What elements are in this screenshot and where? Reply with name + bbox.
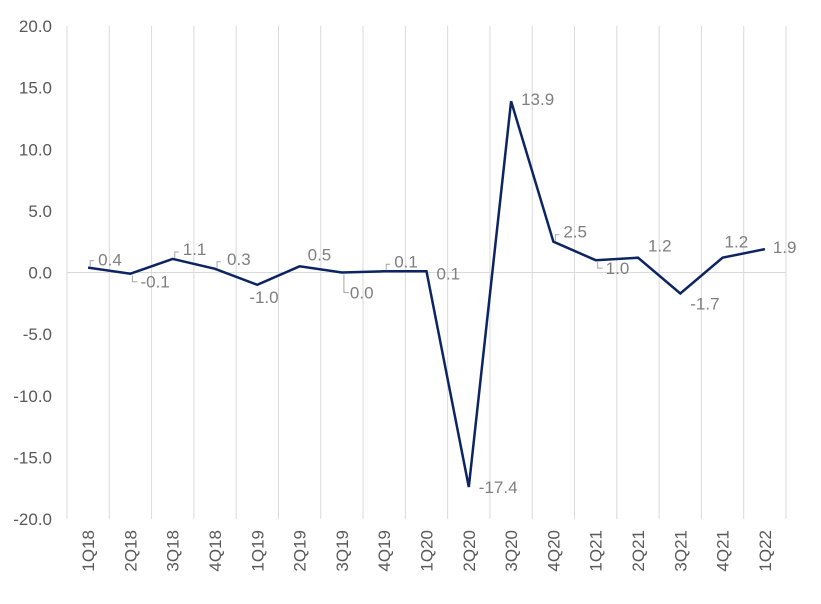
data-label: 1.9	[773, 238, 797, 257]
x-tick-label: 4Q19	[375, 530, 394, 572]
label-leader-line	[385, 263, 391, 271]
gridlines	[66, 26, 787, 519]
x-tick-label: 4Q21	[714, 530, 733, 572]
data-label: -1.0	[249, 288, 278, 307]
y-tick-label: -10.0	[13, 387, 52, 406]
y-tick-label: -15.0	[13, 448, 52, 467]
data-series	[87, 100, 766, 488]
y-tick-label: 5.0	[28, 202, 52, 221]
data-label: 0.3	[227, 250, 251, 269]
data-label: 2.5	[563, 223, 587, 242]
data-label: 0.5	[308, 245, 332, 264]
x-tick-label: 3Q18	[164, 530, 183, 572]
data-label: 1.2	[725, 233, 749, 252]
label-leader-line	[216, 261, 222, 268]
label-leader-line	[131, 275, 138, 283]
data-label: -1.7	[690, 294, 719, 313]
x-tick-label: 4Q18	[206, 530, 225, 572]
data-label: 0.4	[98, 251, 122, 270]
data-labels: 0.4 -0.1 1.1 0.3 -1.0 0.5 0.0 0.1 0.1 -17.4 13.9 2.…	[89, 90, 797, 497]
x-axis: 1Q18 2Q18 3Q18 4Q18 1Q19 2Q19 3Q19 4Q19 1Q20 2Q20…	[79, 530, 775, 572]
x-tick-label: 1Q21	[587, 530, 606, 572]
data-label: -17.4	[479, 478, 518, 497]
data-label: -0.1	[140, 273, 169, 292]
y-tick-label: 10.0	[19, 140, 52, 159]
data-label: 1.1	[183, 240, 207, 259]
x-tick-label: 2Q18	[121, 530, 140, 572]
x-tick-label: 2Q20	[460, 530, 479, 572]
label-leader-line	[597, 262, 603, 269]
data-label: 1.0	[606, 259, 630, 278]
x-tick-label: 1Q19	[248, 530, 267, 572]
data-label: 0.1	[394, 252, 418, 271]
label-leader-line	[343, 274, 349, 293]
data-label: 13.9	[521, 90, 554, 109]
x-tick-label: 3Q20	[502, 530, 521, 572]
label-leader-line	[554, 234, 560, 241]
data-label: 0.0	[350, 284, 374, 303]
x-tick-label: 3Q21	[671, 530, 690, 572]
label-leader-line	[89, 260, 95, 267]
y-tick-label: 20.0	[19, 17, 52, 36]
x-tick-label: 2Q19	[291, 530, 310, 572]
x-tick-label: 1Q18	[79, 530, 98, 572]
series-line	[87, 100, 766, 488]
label-leader-line	[174, 251, 179, 258]
x-tick-label: 1Q22	[756, 530, 775, 572]
y-tick-label: -20.0	[13, 510, 52, 529]
y-tick-label: 15.0	[19, 79, 52, 98]
x-tick-label: 3Q19	[333, 530, 352, 572]
y-tick-label: 0.0	[28, 264, 52, 283]
y-tick-label: -5.0	[23, 325, 52, 344]
x-tick-label: 4Q20	[544, 530, 563, 572]
data-label: 0.1	[437, 264, 461, 283]
data-label: 1.2	[648, 237, 672, 256]
x-tick-label: 2Q21	[629, 530, 648, 572]
y-axis: 20.0 15.0 10.0 5.0 0.0 -5.0 -10.0 -15.0 -20.0	[13, 17, 52, 529]
x-tick-label: 1Q20	[418, 530, 437, 572]
